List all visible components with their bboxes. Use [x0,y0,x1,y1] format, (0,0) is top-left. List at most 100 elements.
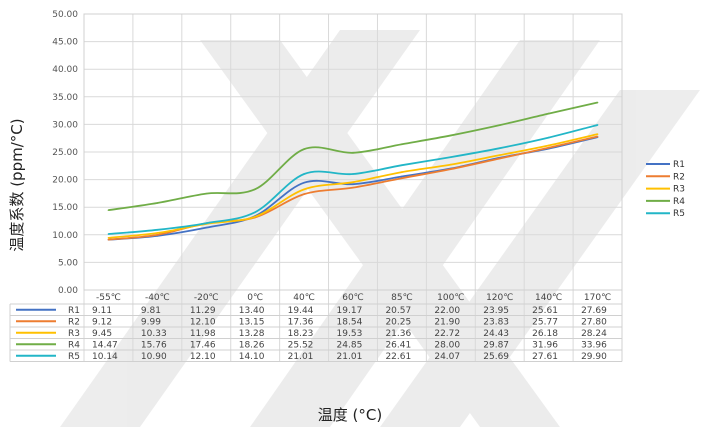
y-tick-label: 20.00 [52,176,78,186]
legend-label: R3 [673,185,685,195]
table-cell: 20.57 [385,306,411,316]
data-point-r3 [596,133,599,135]
watermark [60,30,700,427]
y-tick-label: 30.00 [52,120,78,130]
data-point-r3 [352,181,354,183]
table-cell: 11.98 [190,329,216,339]
table-cell: 28.24 [581,329,607,339]
data-point-r5 [352,173,354,175]
data-point-r2 [352,186,354,189]
data-point-r4 [303,148,305,150]
table-cell: 25.52 [288,341,314,351]
y-tick-label: 15.00 [52,203,78,213]
y-axis-ticks: 0.00 5.00 10.00 15.00 20.00 25.00 30.00 35.00 40… [52,10,78,296]
x-tick-label: 120℃ [486,293,513,303]
x-tick-label: 40℃ [293,293,315,303]
table-row-label: R5 [68,352,80,362]
data-point-r3 [107,237,110,239]
table-cell: 14.10 [239,352,265,362]
table-cell: 22.61 [385,352,411,362]
series-lines [107,101,599,241]
table-cell: 25.69 [483,352,509,362]
table-cell: 24.07 [434,352,460,362]
table-cell: 9.11 [92,306,112,316]
data-point-r4 [450,134,452,137]
table-cell: 9.81 [141,306,161,316]
data-point-r1 [205,226,208,229]
table-cell: 27.61 [532,352,558,362]
plot-area [83,13,623,291]
table-cell: 26.41 [385,341,411,351]
data-point-r5 [547,136,550,139]
x-tick-label: -40℃ [145,293,170,303]
table-cell: 28.00 [434,341,460,351]
table-cell: 9.12 [92,318,112,328]
data-point-r5 [498,147,501,149]
data-point-r1 [401,175,403,178]
plot-border [83,13,623,291]
data-point-r3 [450,163,452,166]
data-point-r2 [401,177,403,180]
data-point-r2 [303,193,305,195]
data-table: -55℃ -40℃ -20℃ 0℃ 40℃ 60℃ 85℃ 100℃ 120℃ 140℃ 170℃ R… [9,290,623,362]
table-row-label: R2 [68,318,80,328]
y-tick-label: 50.00 [52,10,78,20]
data-point-r4 [352,152,354,154]
y-axis-title: 温度系数 (ppm/°C) [8,118,26,251]
data-point-r1 [352,183,354,185]
data-point-r3 [401,171,403,173]
data-point-r4 [205,192,208,195]
data-point-r4 [107,209,110,211]
table-cell: 20.25 [385,318,411,328]
data-point-r4 [156,202,159,204]
data-point-r2 [547,146,550,149]
table-cell: 10.14 [92,352,118,362]
table-cell: 26.18 [532,329,558,339]
y-tick-label: 35.00 [52,93,78,103]
table-cell: 21.01 [288,352,314,362]
y-tick-label: 10.00 [52,231,78,241]
data-point-r2 [156,234,159,236]
data-point-r5 [107,233,110,235]
table-cell: 22.00 [434,306,460,316]
legend-label: R5 [673,209,685,219]
table-cell: 12.10 [190,352,216,362]
table-cell: 21.01 [337,352,363,362]
legend-label: R1 [673,160,685,170]
data-point-r4 [254,188,256,191]
table-cell: 17.46 [190,341,216,351]
table-cell: 25.77 [532,318,558,328]
table-cell: 15.76 [141,341,167,351]
data-point-r4 [401,143,403,146]
table-row-label: R4 [68,341,80,351]
y-tick-label: 40.00 [52,65,78,75]
data-point-r5 [205,222,208,225]
data-point-r2 [107,238,110,241]
table-cell: 29.87 [483,341,509,351]
table-cell: 18.26 [239,341,265,351]
table-cell: 18.54 [337,318,363,328]
data-point-r5 [401,164,403,166]
table-cell: 23.83 [483,318,509,328]
table-cell: 19.53 [337,329,363,339]
x-axis-title: 温度 (°C) [318,406,382,424]
data-point-r5 [254,211,256,213]
legend-label: R2 [673,172,685,182]
table-cell: 13.40 [239,306,265,316]
y-tick-label: 0.00 [58,286,78,296]
x-tick-label: 60℃ [342,293,364,303]
table-cell: 25.61 [532,306,558,316]
data-point-r5 [596,124,599,126]
table-cell: 12.10 [190,318,216,328]
table-cell: 10.33 [141,329,167,339]
data-point-r4 [547,112,550,115]
data-point-r3 [156,232,159,234]
data-point-r1 [303,181,305,184]
y-tick-label: 25.00 [52,148,78,158]
table-row-label: R3 [68,329,80,339]
table-cell: 29.90 [581,352,607,362]
data-point-r4 [596,101,599,104]
table-cell: 11.29 [190,306,216,316]
data-point-r2 [596,135,599,138]
